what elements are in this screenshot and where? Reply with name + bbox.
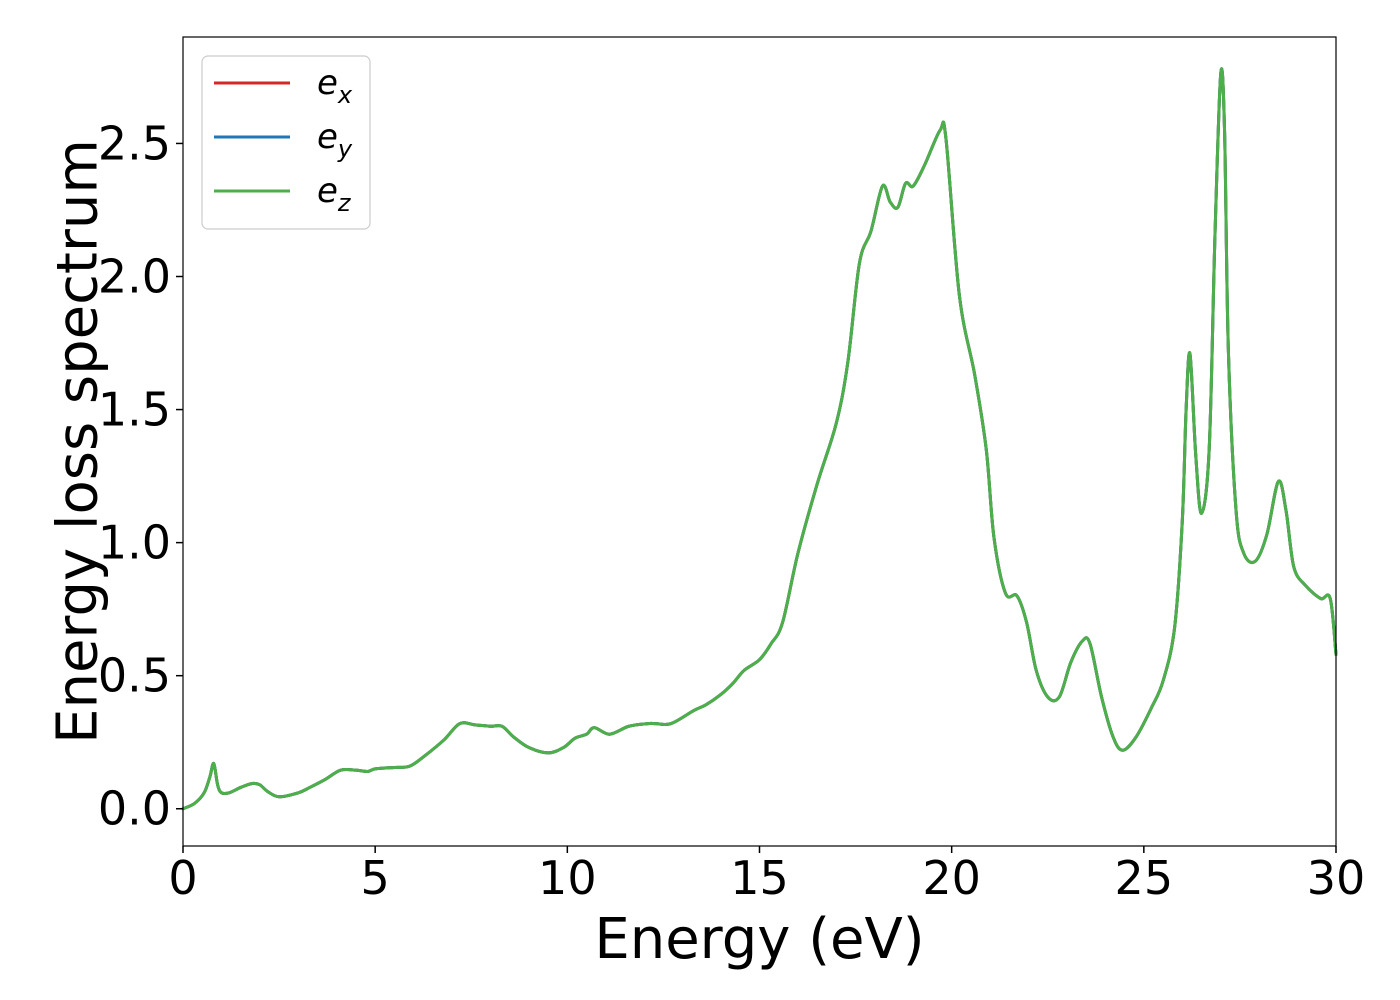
y-tick-label: 0.0	[98, 782, 171, 836]
y-tick-label: 0.5	[98, 649, 171, 703]
series-layer	[181, 67, 1338, 811]
y-axis: 0.0 0.5 1.0 1.5 2.0 2.5	[98, 116, 183, 836]
y-tick-label: 1.0	[98, 516, 171, 570]
y-axis-label: Energy loss spectrum	[46, 139, 111, 744]
x-axis: 0 5 10 15 20 25 30	[168, 846, 1365, 905]
legend: ex ey ez	[201, 55, 371, 230]
x-tick-label: 15	[730, 851, 789, 905]
legend-label-ez: ez	[317, 171, 352, 217]
x-tick-label: 5	[361, 851, 390, 905]
y-tick-label: 2.5	[98, 116, 171, 170]
legend-label-ex: ex	[317, 63, 353, 109]
x-tick-label: 25	[1115, 851, 1174, 905]
x-tick-label: 20	[922, 851, 981, 905]
legend-label-ey: ey	[317, 117, 353, 163]
x-tick-label: 0	[168, 851, 197, 905]
x-tick-label: 30	[1307, 851, 1366, 905]
x-tick-label: 10	[538, 851, 597, 905]
y-tick-label: 2.0	[98, 250, 171, 304]
x-axis-label: Energy (eV)	[594, 907, 924, 972]
legend-box	[201, 55, 371, 230]
y-tick-label: 1.5	[98, 383, 171, 437]
series-line-e-z	[181, 67, 1338, 811]
